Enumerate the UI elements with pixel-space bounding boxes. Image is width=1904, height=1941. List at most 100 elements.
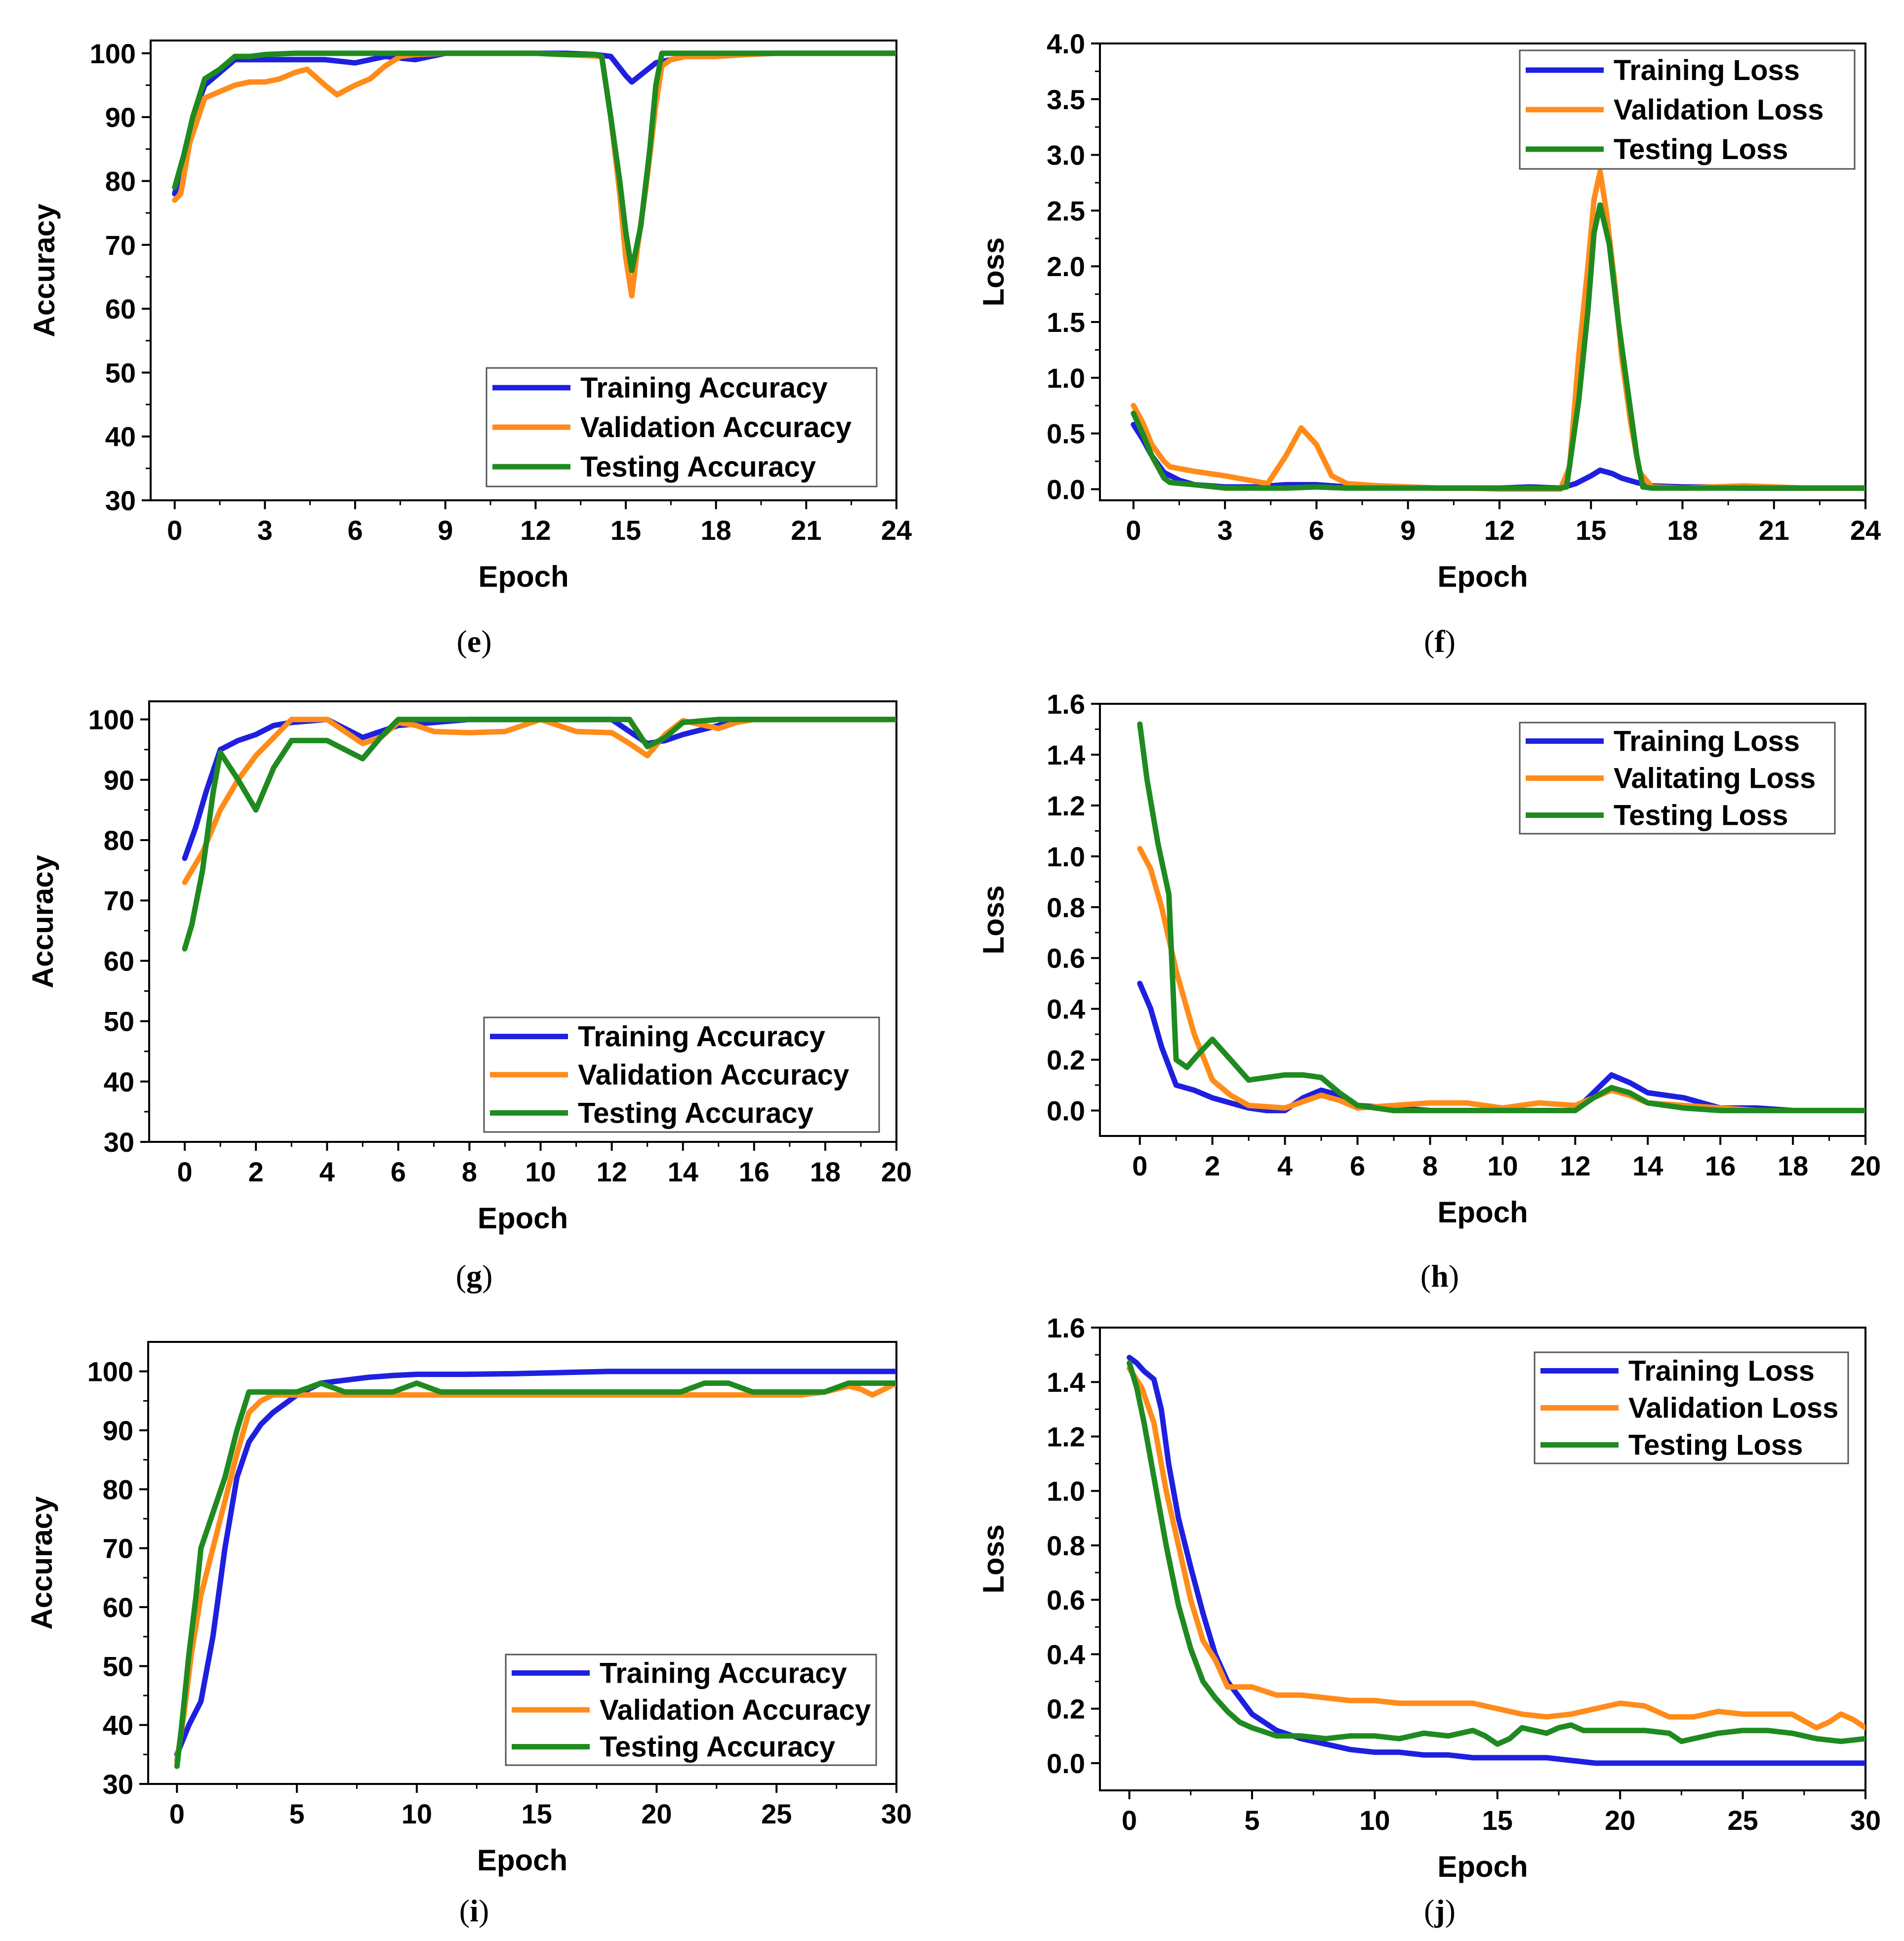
series-group [182, 717, 896, 952]
x-axis-title: Epoch [1437, 560, 1528, 593]
legend-label: Valitating Loss [1614, 763, 1816, 795]
y-tick-label: 0.0 [1047, 1095, 1085, 1127]
y-tick-label: 3.0 [1047, 140, 1085, 171]
y-tick-label: 1.6 [1047, 1312, 1085, 1343]
legend-label: Validation Loss [1628, 1392, 1838, 1424]
x-tick-label: 3 [257, 515, 273, 546]
series-group [1131, 169, 1865, 492]
x-tick-label: 2 [248, 1156, 264, 1187]
y-tick-label: 80 [103, 1474, 133, 1505]
caption-g: (g) [455, 1258, 493, 1294]
x-tick-label: 18 [701, 515, 731, 546]
series-line-testing-loss [1137, 721, 1865, 1113]
y-tick-label: 0.8 [1047, 1530, 1085, 1561]
x-tick-label: 14 [1632, 1150, 1663, 1181]
x-tick-label: 12 [520, 515, 551, 546]
y-tick-label: 70 [104, 885, 134, 916]
legend-label: Testing Accuracy [578, 1097, 813, 1129]
x-tick-label: 0 [167, 515, 182, 546]
x-tick-label: 6 [1309, 515, 1324, 546]
y-tick-label: 90 [105, 102, 136, 133]
plot-frame [148, 700, 897, 1143]
legend-label: Training Loss [1614, 726, 1800, 758]
y-tick-label: 2.0 [1047, 251, 1085, 282]
y-tick-label: 0.6 [1047, 1584, 1085, 1616]
y-axis-title: Loss [977, 885, 1010, 954]
series-group [174, 1369, 896, 1769]
y-tick-label: 0.0 [1047, 474, 1085, 505]
series-line-validation-loss [1127, 1366, 1865, 1731]
y-tick-label: 1.0 [1047, 363, 1085, 394]
x-tick-label: 25 [761, 1798, 792, 1829]
y-tick-label: 70 [105, 230, 136, 261]
legend-label: Training Loss [1614, 54, 1800, 86]
x-tick-label: 12 [1484, 515, 1515, 546]
x-tick-label: 21 [791, 515, 821, 546]
y-tick-label: 100 [90, 38, 136, 69]
series-line-testing-accuracy [182, 717, 896, 952]
x-tick-label: 9 [1400, 515, 1416, 546]
y-tick-label: 90 [104, 765, 134, 796]
series-group [172, 50, 896, 299]
series-line-training-accuracy [174, 1369, 896, 1757]
x-tick-label: 8 [462, 1156, 477, 1187]
x-tick-label: 12 [1560, 1150, 1590, 1181]
x-tick-label: 2 [1205, 1150, 1220, 1181]
plot-frame [147, 1341, 897, 1785]
x-tick-label: 15 [521, 1798, 552, 1829]
y-tick-label: 60 [103, 1592, 133, 1623]
legend-label: Training Accuracy [600, 1657, 847, 1689]
y-tick-label: 60 [104, 945, 134, 976]
x-tick-label: 18 [810, 1156, 841, 1187]
x-axis-title: Epoch [478, 560, 568, 593]
legend-label: Testing Loss [1614, 133, 1788, 165]
x-tick-label: 10 [1359, 1805, 1390, 1836]
series-line-testing-accuracy [172, 50, 896, 273]
x-tick-label: 4 [320, 1156, 335, 1187]
x-axis-title: Epoch [478, 1202, 568, 1235]
y-tick-label: 80 [104, 825, 134, 856]
plot-frame [1099, 703, 1866, 1137]
y-tick-label: 60 [105, 293, 136, 324]
caption-f: (f) [1424, 624, 1456, 659]
series-group [1127, 1355, 1865, 1766]
y-tick-label: 40 [104, 1066, 134, 1097]
caption-h: (h) [1420, 1258, 1459, 1294]
series-line-validation-accuracy [172, 50, 896, 299]
y-tick-label: 2.5 [1047, 195, 1085, 226]
x-tick-label: 8 [1422, 1150, 1438, 1181]
x-tick-label: 25 [1727, 1805, 1758, 1836]
y-axis-title: Accuracy [25, 1496, 58, 1630]
series-line-testing-loss [1127, 1360, 1865, 1747]
series-line-training-loss [1137, 980, 1865, 1113]
y-tick-label: 1.0 [1047, 1476, 1085, 1507]
y-tick-label: 90 [103, 1415, 133, 1446]
x-tick-label: 4 [1277, 1150, 1293, 1181]
x-tick-label: 20 [641, 1798, 672, 1829]
legend-label: Validation Accuracy [600, 1694, 871, 1726]
y-tick-label: 70 [103, 1533, 133, 1564]
y-tick-label: 1.6 [1047, 688, 1085, 720]
y-tick-label: 1.2 [1047, 1421, 1085, 1452]
y-tick-label: 0.6 [1047, 943, 1085, 974]
x-tick-label: 30 [1850, 1805, 1881, 1836]
x-tick-label: 6 [391, 1156, 406, 1187]
chart-e: 0 3 6 9 12 15 18 21 24 30 40 50 60 70 80 90 100 Epoch Accu… [28, 38, 912, 593]
x-tick-label: 9 [438, 515, 453, 546]
x-tick-label: 16 [739, 1156, 770, 1187]
x-tick-label: 15 [1576, 515, 1606, 546]
caption-i: (i) [459, 1893, 489, 1928]
y-tick-label: 0.0 [1047, 1748, 1085, 1779]
x-tick-label: 0 [177, 1156, 192, 1187]
series-line-valitating-loss [1137, 846, 1865, 1113]
x-tick-label: 18 [1778, 1150, 1808, 1181]
plot-frame [1099, 1327, 1866, 1791]
caption-e: (e) [456, 624, 492, 659]
series-line-testing-accuracy [174, 1380, 896, 1769]
x-tick-label: 20 [1605, 1805, 1635, 1836]
plot-frame [1099, 42, 1866, 501]
chart-j: 0 5 10 15 20 25 30 0.0 0.2 0.4 0.6 0.8 1.0 1.2 1.4 1.6 E… [977, 1312, 1881, 1883]
series-line-training-loss [1127, 1355, 1865, 1766]
x-tick-label: 15 [610, 515, 641, 546]
x-axis-title: Epoch [477, 1844, 567, 1877]
